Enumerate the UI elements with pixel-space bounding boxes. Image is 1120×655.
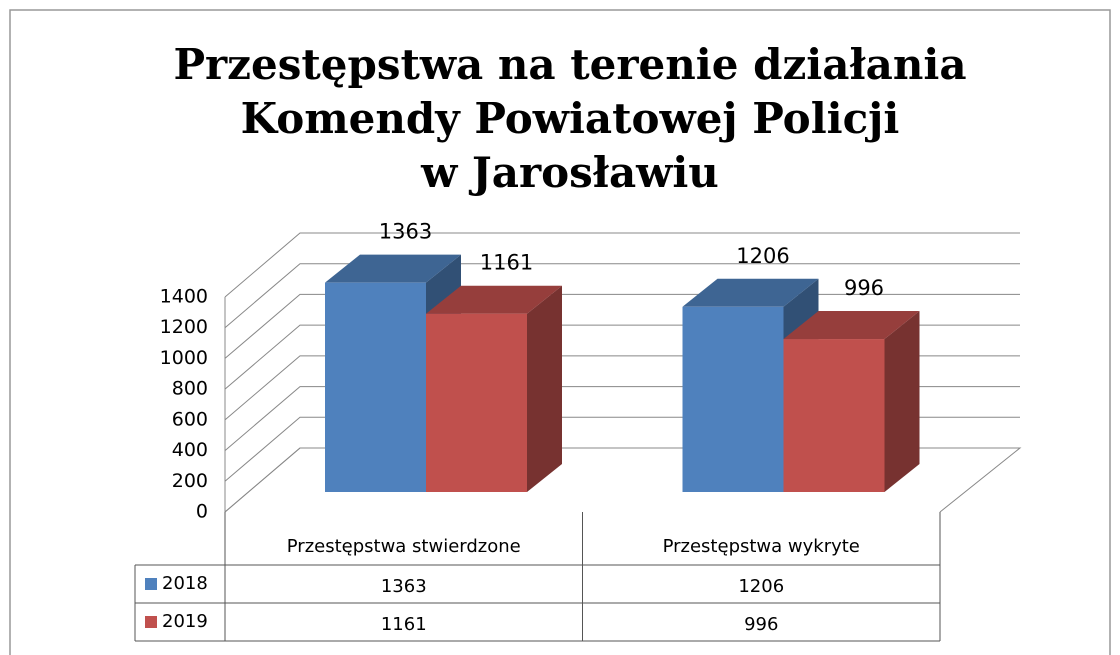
x-tick-label: Przestępstwa wykryte — [663, 536, 860, 557]
y-tick-label: 600 — [172, 408, 208, 430]
data-label: 1206 — [736, 244, 789, 268]
y-tick-label: 400 — [172, 439, 208, 461]
bar-top — [682, 278, 819, 307]
bar-top — [325, 254, 461, 283]
y-tick-label: 0 — [196, 501, 208, 523]
table-cell: 1363 — [381, 576, 427, 597]
grid-line — [224, 263, 1020, 329]
legend-swatch — [145, 616, 157, 628]
grid-line — [224, 232, 1020, 298]
bar-top — [783, 311, 920, 340]
bar-side — [884, 311, 920, 492]
bar — [783, 339, 885, 492]
y-tick-label: 200 — [172, 470, 208, 492]
bar — [325, 282, 426, 492]
x-tick-label: Przestępstwa stwierdzone — [287, 536, 521, 557]
data-label: 1161 — [480, 251, 533, 275]
y-tick-label: 1400 — [160, 286, 208, 308]
bar-top — [426, 285, 562, 314]
table-cell: 1206 — [738, 576, 784, 597]
chart-title: w Jarosławiu — [420, 148, 719, 197]
chart-title: Komendy Powiatowej Policji — [241, 94, 900, 143]
table-cell: 996 — [744, 614, 778, 635]
bar — [426, 313, 527, 492]
legend-swatch — [145, 578, 157, 590]
legend-label: 2019 — [162, 611, 208, 632]
data-label: 996 — [844, 276, 884, 300]
bar-side — [527, 285, 562, 492]
bar — [682, 306, 784, 492]
data-label: 1363 — [379, 220, 432, 244]
y-tick-label: 1000 — [160, 347, 208, 369]
chart-title: Przestępstwa na terenie działania — [173, 40, 966, 89]
legend-label: 2018 — [162, 573, 208, 594]
y-tick-label: 800 — [172, 378, 208, 400]
table-cell: 1161 — [381, 614, 427, 635]
y-tick-label: 1200 — [160, 316, 208, 338]
